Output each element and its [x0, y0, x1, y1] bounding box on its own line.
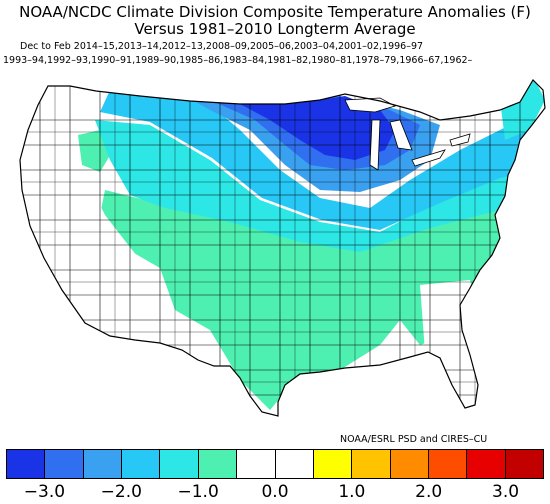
color-bar-tick-label: 1.0 — [338, 482, 366, 502]
color-bar-swatch — [45, 450, 84, 478]
color-bar-tick-label: 3.0 — [492, 482, 520, 502]
map-subtitle-line-2: 1993–94,1992–93,1990–91,1989–90,1985–86,… — [3, 55, 473, 66]
color-bar-tick-label: −3.0 — [23, 482, 66, 502]
color-bar-swatch — [505, 450, 544, 478]
color-bar-swatch — [7, 450, 46, 478]
cyan-anomaly-region — [95, 120, 545, 252]
color-bar-tick-label: −1.0 — [177, 482, 219, 502]
color-bar-swatch — [83, 450, 123, 478]
color-bar-tick-label: 0.0 — [261, 482, 289, 502]
color-bar-tick-label: 2.0 — [415, 482, 443, 502]
map-subtitle-line-1: Dec to Feb 2014–15,2013–14,2012–13,2008–… — [20, 41, 424, 52]
new-england-region — [500, 80, 545, 140]
color-bar-swatch — [313, 450, 353, 478]
aqua-rockies-spot — [165, 226, 210, 268]
color-bar-swatch — [160, 450, 199, 478]
color-bar-tick-label: −2.0 — [100, 482, 142, 502]
great-lakes — [344, 97, 471, 171]
color-bar-swatch — [237, 450, 276, 478]
map-title-line-1: NOAA/NCDC Climate Division Composite Tem… — [19, 3, 531, 21]
deep-blue-anomaly-region — [240, 96, 395, 160]
us-anomaly-map — [19, 79, 546, 417]
southwest-neutral-region — [20, 150, 205, 360]
color-bar-swatch — [352, 450, 391, 478]
color-bar-swatch — [428, 450, 468, 478]
map-title-line-2: Versus 1981–2010 Longterm Average — [134, 20, 416, 38]
color-bar-swatch — [275, 450, 314, 478]
credit-label: NOAA/ESRL PSD and CIRES–CU — [340, 434, 488, 445]
color-bar-swatch — [122, 450, 161, 478]
color-bar-swatch — [198, 450, 238, 478]
color-bar-swatch — [390, 450, 429, 478]
color-bar — [6, 449, 544, 479]
color-bar-swatch — [467, 450, 506, 478]
